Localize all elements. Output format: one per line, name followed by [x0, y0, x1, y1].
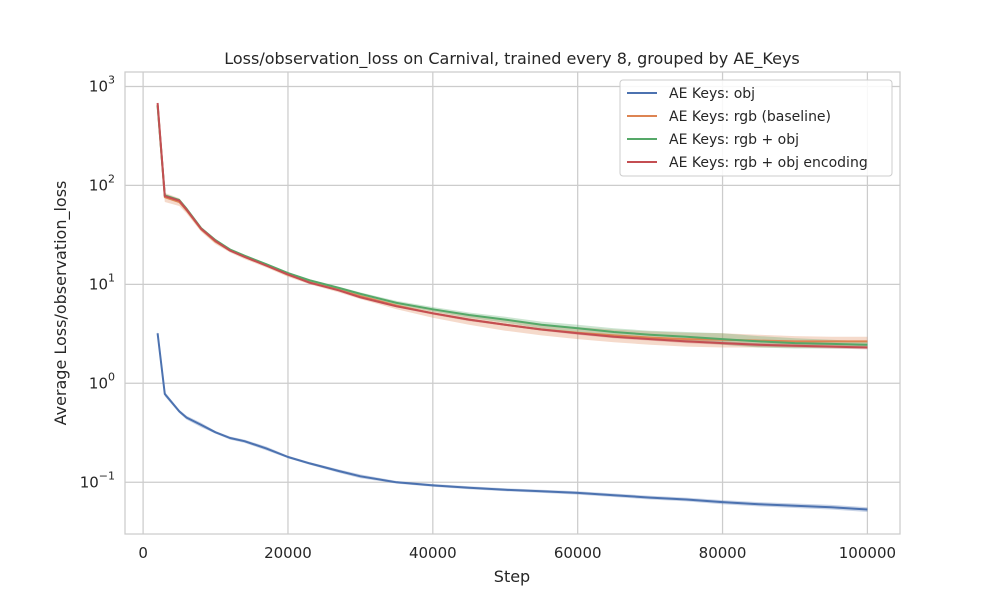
- legend-label: AE Keys: obj: [669, 86, 755, 102]
- x-tick-label: 20000: [264, 544, 312, 562]
- x-tick-label: 80000: [699, 544, 747, 562]
- x-tick-label: 0: [138, 544, 148, 562]
- y-tick-base: 10: [89, 275, 108, 293]
- y-tick-label: 102: [89, 172, 115, 194]
- x-tick-label: 40000: [409, 544, 457, 562]
- legend-label: AE Keys: rgb (baseline): [669, 109, 831, 125]
- y-tick-base: 10: [89, 374, 108, 392]
- y-tick-exponent: 1: [108, 271, 115, 284]
- grid-lines: [125, 72, 900, 534]
- y-tick-exponent: 2: [108, 172, 115, 185]
- y-tick-label: 10−1: [80, 469, 115, 491]
- y-tick-exponent: 3: [108, 73, 115, 86]
- x-tick-label: 100000: [839, 544, 896, 562]
- chart-title: Loss/observation_loss on Carnival, train…: [224, 49, 800, 69]
- y-axis-label: Average Loss/observation_loss: [51, 181, 71, 426]
- y-tick-exponent: −1: [99, 469, 115, 482]
- y-tick-exponent: 0: [108, 370, 115, 383]
- legend-entries: AE Keys: obj AE Keys: rgb (baseline) AE Ke…: [627, 86, 868, 171]
- x-tick-label: 60000: [554, 544, 602, 562]
- y-tick-label: 100: [89, 370, 115, 392]
- legend-label: AE Keys: rgb + obj encoding: [669, 155, 868, 171]
- y-tick-label: 101: [89, 271, 115, 293]
- y-tick-base: 10: [89, 77, 108, 95]
- x-axis-label: Step: [494, 567, 530, 586]
- series-line-0: [156, 333, 868, 511]
- legend-label: AE Keys: rgb + obj: [669, 132, 799, 148]
- y-tick-base: 10: [80, 473, 99, 491]
- x-axis-ticks: 0 20000 40000 60000 80000 100000: [138, 544, 896, 562]
- y-tick-label: 103: [89, 73, 115, 95]
- y-tick-base: 10: [89, 176, 108, 194]
- legend: AE Keys: obj AE Keys: rgb (baseline) AE Ke…: [619, 79, 893, 177]
- series-line-3: [156, 102, 868, 349]
- series-lines: [156, 102, 868, 511]
- legend-box: [619, 79, 893, 177]
